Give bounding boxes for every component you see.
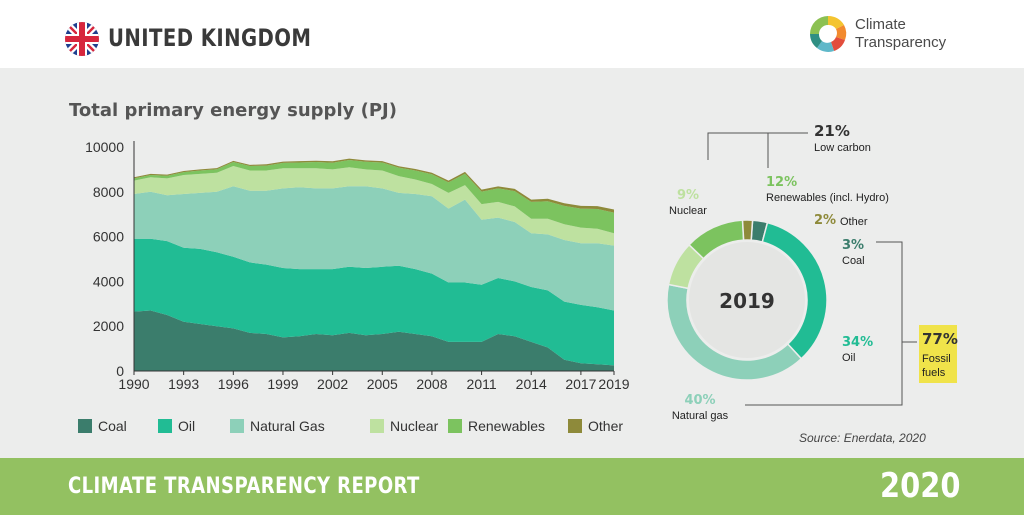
x-tick-label: 2008: [416, 376, 447, 392]
legend-swatch: [78, 419, 92, 433]
fossil-fuels-label-line1: Fossil: [922, 353, 951, 365]
donut-hole: [689, 242, 805, 358]
climate-transparency-logo-icon: [810, 15, 847, 52]
donut-chart: 2019 9% Nuclear 12% Renewables (incl. Hydro)…: [666, 122, 958, 422]
y-tick-label: 6000: [93, 229, 124, 245]
stacked-area-chart: 0 2000 4000 6000 8000 10000 1990 1993 1996 1999 20…: [85, 139, 630, 392]
legend-label: Oil: [178, 418, 196, 434]
x-tick-label: 1996: [218, 376, 249, 392]
x-tick-label: 2017: [565, 376, 596, 392]
legend-item-renewables: Renewables: [448, 416, 545, 436]
donut-center-label: 2019: [719, 289, 775, 313]
x-tick-label: 2014: [516, 376, 547, 392]
donut-slice-other: [741, 219, 754, 241]
legend-item-coal: Coal: [78, 416, 127, 436]
fossil-fuels-percent: 77%: [922, 330, 958, 348]
x-tick-label: 1999: [267, 376, 298, 392]
y-tick-label: 2000: [93, 318, 124, 334]
chart-title: Total primary energy supply (PJ): [69, 100, 397, 121]
legend-item-oil: Oil: [158, 416, 195, 436]
other-percent: 2%: [814, 213, 836, 228]
legend-item-other: Other: [568, 416, 623, 436]
legend-swatch: [448, 419, 462, 433]
oil-label: Oil: [842, 352, 855, 364]
low-carbon-label: Low carbon: [814, 142, 871, 154]
other-label: Other: [840, 216, 868, 228]
oil-percent: 34%: [842, 335, 873, 350]
x-tick-label: 1990: [118, 376, 149, 392]
footer-title: CLIMATE TRANSPARENCY REPORT: [68, 474, 420, 499]
renewables-percent: 12%: [766, 175, 797, 190]
legend-swatch: [230, 419, 244, 433]
area-series-coal: [134, 310, 614, 371]
fossil-fuels-bracket: [745, 241, 903, 406]
renewables-label: Renewables (incl. Hydro): [766, 192, 889, 204]
x-tick-label: 2005: [367, 376, 398, 392]
x-tick-label: 2019: [598, 376, 629, 392]
nuclear-label: Nuclear: [669, 205, 707, 217]
area-series-oil: [134, 238, 614, 366]
natural-gas-percent: 40%: [684, 393, 715, 408]
legend-label: Renewables: [468, 418, 546, 434]
logo-text-line2: Transparency: [855, 34, 947, 51]
fossil-fuels-highlight: [919, 325, 957, 383]
low-carbon-bracket: [707, 132, 769, 168]
footer: CLIMATE TRANSPARENCY REPORT 2020: [0, 458, 1024, 515]
x-tick-label: 1993: [168, 376, 199, 392]
logo-text: Climate Transparency: [855, 16, 946, 52]
uk-flag-icon: [65, 22, 99, 56]
legend-swatch: [568, 419, 582, 433]
natural-gas-label: Natural gas: [672, 410, 729, 422]
y-tick-label: 10000: [85, 139, 124, 155]
legend-item-nuclear: Nuclear: [370, 416, 438, 436]
coal-label: Coal: [842, 255, 865, 267]
legend-label: Nuclear: [390, 418, 439, 434]
x-tick-label: 2002: [317, 376, 348, 392]
legend-label: Coal: [98, 418, 127, 434]
legend-label: Other: [588, 418, 624, 434]
country-title: UNITED KINGDOM: [108, 24, 312, 52]
nuclear-percent: 9%: [677, 188, 699, 203]
fossil-fuels-label-line2: fuels: [922, 367, 946, 379]
area-series-renewables: [134, 160, 614, 234]
coal-percent: 3%: [842, 238, 864, 253]
area-series-nuclear: [134, 166, 614, 246]
legend-swatch: [370, 419, 384, 433]
low-carbon-percent: 21%: [814, 122, 850, 140]
legend-swatch: [158, 419, 172, 433]
logo-text-line1: Climate: [855, 16, 906, 33]
area-series-natural-gas: [134, 186, 614, 311]
y-tick-label: 0: [116, 363, 124, 379]
x-tick-label: 2011: [467, 376, 497, 392]
y-tick-label: 8000: [93, 184, 124, 200]
footer-year: 2020: [880, 466, 961, 506]
header: UNITED KINGDOM Climate Transparency: [0, 0, 1024, 68]
y-tick-label: 4000: [93, 273, 124, 289]
legend-label: Natural Gas: [250, 418, 325, 434]
source-note: Source: Enerdata, 2020: [799, 431, 926, 445]
legend-item-natural-gas: Natural Gas: [230, 416, 325, 436]
